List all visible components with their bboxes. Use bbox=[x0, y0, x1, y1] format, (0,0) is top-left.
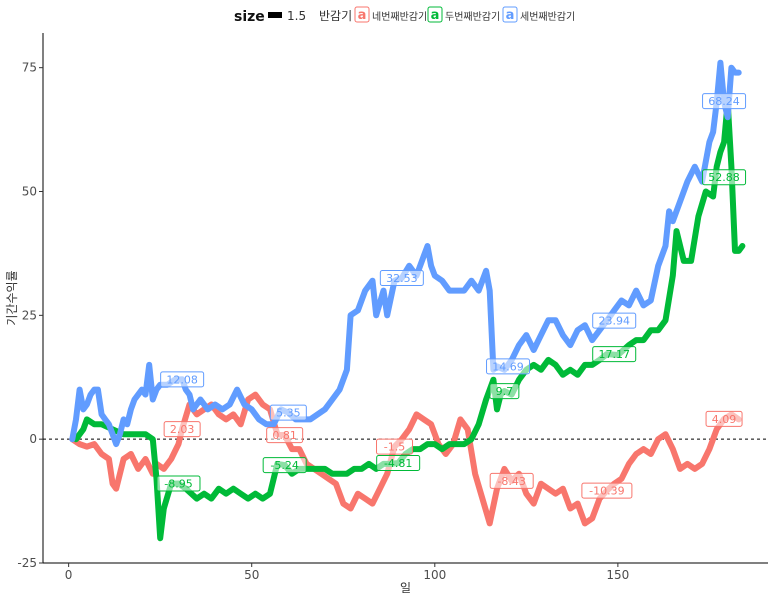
data-label-text: 0.81 bbox=[272, 429, 297, 442]
data-label: 9.7 bbox=[489, 383, 520, 400]
x-tick-label: 50 bbox=[244, 568, 259, 582]
legend-size-key bbox=[268, 12, 282, 18]
data-label: -1.5 bbox=[376, 438, 414, 455]
plot-area: -25 0 25 50 75 0 50 100 150 일 기간수익률 2.03 0.81 -1.5 -8.… bbox=[5, 33, 768, 595]
data-label-box bbox=[160, 371, 205, 388]
data-label-text: 68.24 bbox=[708, 95, 740, 108]
data-label: 32.53 bbox=[379, 270, 424, 287]
legend-key bbox=[427, 6, 443, 23]
legend-key bbox=[502, 6, 518, 23]
data-label: 12.08 bbox=[160, 371, 205, 388]
data-label: 68.24 bbox=[702, 93, 747, 110]
data-label-text: 14.69 bbox=[492, 360, 524, 373]
data-label: 0.81 bbox=[266, 427, 304, 444]
y-tick-label: 25 bbox=[22, 308, 37, 322]
legend: size 1.5 반감기 a 네번째반감기 a 두번째반감기 a 세번째반감기 bbox=[234, 6, 575, 25]
data-label: -8.43 bbox=[489, 472, 534, 489]
data-label-text: -8.95 bbox=[164, 478, 192, 491]
data-label-box bbox=[262, 457, 307, 474]
legend-item: a 두번째반감기 bbox=[427, 6, 500, 23]
data-label-text: 32.53 bbox=[386, 272, 418, 285]
data-label-box bbox=[486, 358, 531, 375]
y-tick-label: 0 bbox=[29, 432, 37, 446]
data-label-box bbox=[266, 427, 304, 444]
legend-label: 두번째반감기 bbox=[445, 11, 500, 23]
data-label-text: -8.43 bbox=[497, 475, 525, 488]
data-label-box bbox=[489, 383, 520, 400]
data-label-text: -10.39 bbox=[589, 485, 624, 498]
legend-key-glyph: a bbox=[506, 8, 515, 23]
y-tick-label: -25 bbox=[17, 556, 37, 570]
legend-label: 세번째반감기 bbox=[520, 11, 575, 23]
data-label-box bbox=[489, 472, 534, 489]
data-label-text: -1.5 bbox=[384, 441, 405, 454]
data-label-text: 23.94 bbox=[598, 315, 630, 328]
data-label-box bbox=[376, 454, 421, 471]
x-axis-title: 일 bbox=[400, 581, 411, 595]
data-label-text: 17.17 bbox=[598, 348, 630, 361]
series-line-3 bbox=[69, 59, 742, 448]
data-label-text: 5.35 bbox=[276, 407, 301, 420]
data-label-box bbox=[592, 312, 637, 329]
legend-item: a 세번째반감기 bbox=[502, 6, 575, 23]
legend-key bbox=[354, 6, 370, 23]
data-label-box bbox=[702, 169, 747, 186]
data-label: 14.69 bbox=[486, 358, 531, 375]
legend-color-title: 반감기 bbox=[319, 9, 352, 23]
series-line-2 bbox=[73, 99, 746, 542]
data-label-box bbox=[376, 438, 414, 455]
data-label-text: -5.24 bbox=[270, 459, 298, 472]
data-label: 52.88 bbox=[702, 169, 747, 186]
data-label-box bbox=[163, 421, 201, 438]
data-label-box bbox=[581, 482, 633, 499]
legend-key-glyph: a bbox=[358, 8, 367, 23]
data-label-text: -4.81 bbox=[384, 457, 412, 470]
data-label: 23.94 bbox=[592, 312, 637, 329]
legend-size-value: 1.5 bbox=[287, 9, 306, 23]
y-tick-label: 75 bbox=[22, 61, 37, 75]
data-label-text: 52.88 bbox=[708, 171, 740, 184]
data-label-box bbox=[705, 410, 743, 427]
legend-items: a 네번째반감기 a 두번째반감기 a 세번째반감기 bbox=[354, 6, 575, 23]
legend-key-glyph: a bbox=[431, 8, 440, 23]
data-label: 4.09 bbox=[705, 410, 743, 427]
data-label: -5.24 bbox=[262, 457, 307, 474]
data-label: 5.35 bbox=[269, 404, 307, 421]
data-label-box bbox=[379, 270, 424, 287]
data-label: 17.17 bbox=[592, 346, 637, 363]
legend-item: a 네번째반감기 bbox=[354, 6, 427, 23]
x-tick-label: 0 bbox=[65, 568, 73, 582]
data-label-text: 2.03 bbox=[170, 423, 195, 436]
data-label-text: 12.08 bbox=[166, 373, 198, 386]
data-label: -8.95 bbox=[156, 475, 201, 492]
data-label: -4.81 bbox=[376, 454, 421, 471]
x-tick-label: 150 bbox=[606, 568, 629, 582]
y-axis-title: 기간수익률 bbox=[5, 270, 19, 325]
data-label: -10.39 bbox=[581, 482, 633, 499]
data-label-box bbox=[592, 346, 637, 363]
data-label-box bbox=[269, 404, 307, 421]
data-label-box bbox=[156, 475, 201, 492]
data-label-text: 9.7 bbox=[496, 385, 514, 398]
x-tick-label: 100 bbox=[423, 568, 446, 582]
legend-size-title: size bbox=[234, 9, 265, 25]
data-label: 2.03 bbox=[163, 421, 201, 438]
y-tick-label: 50 bbox=[22, 185, 37, 199]
legend-label: 네번째반감기 bbox=[372, 11, 427, 23]
data-label-box bbox=[702, 93, 747, 110]
data-label-text: 4.09 bbox=[712, 413, 737, 426]
